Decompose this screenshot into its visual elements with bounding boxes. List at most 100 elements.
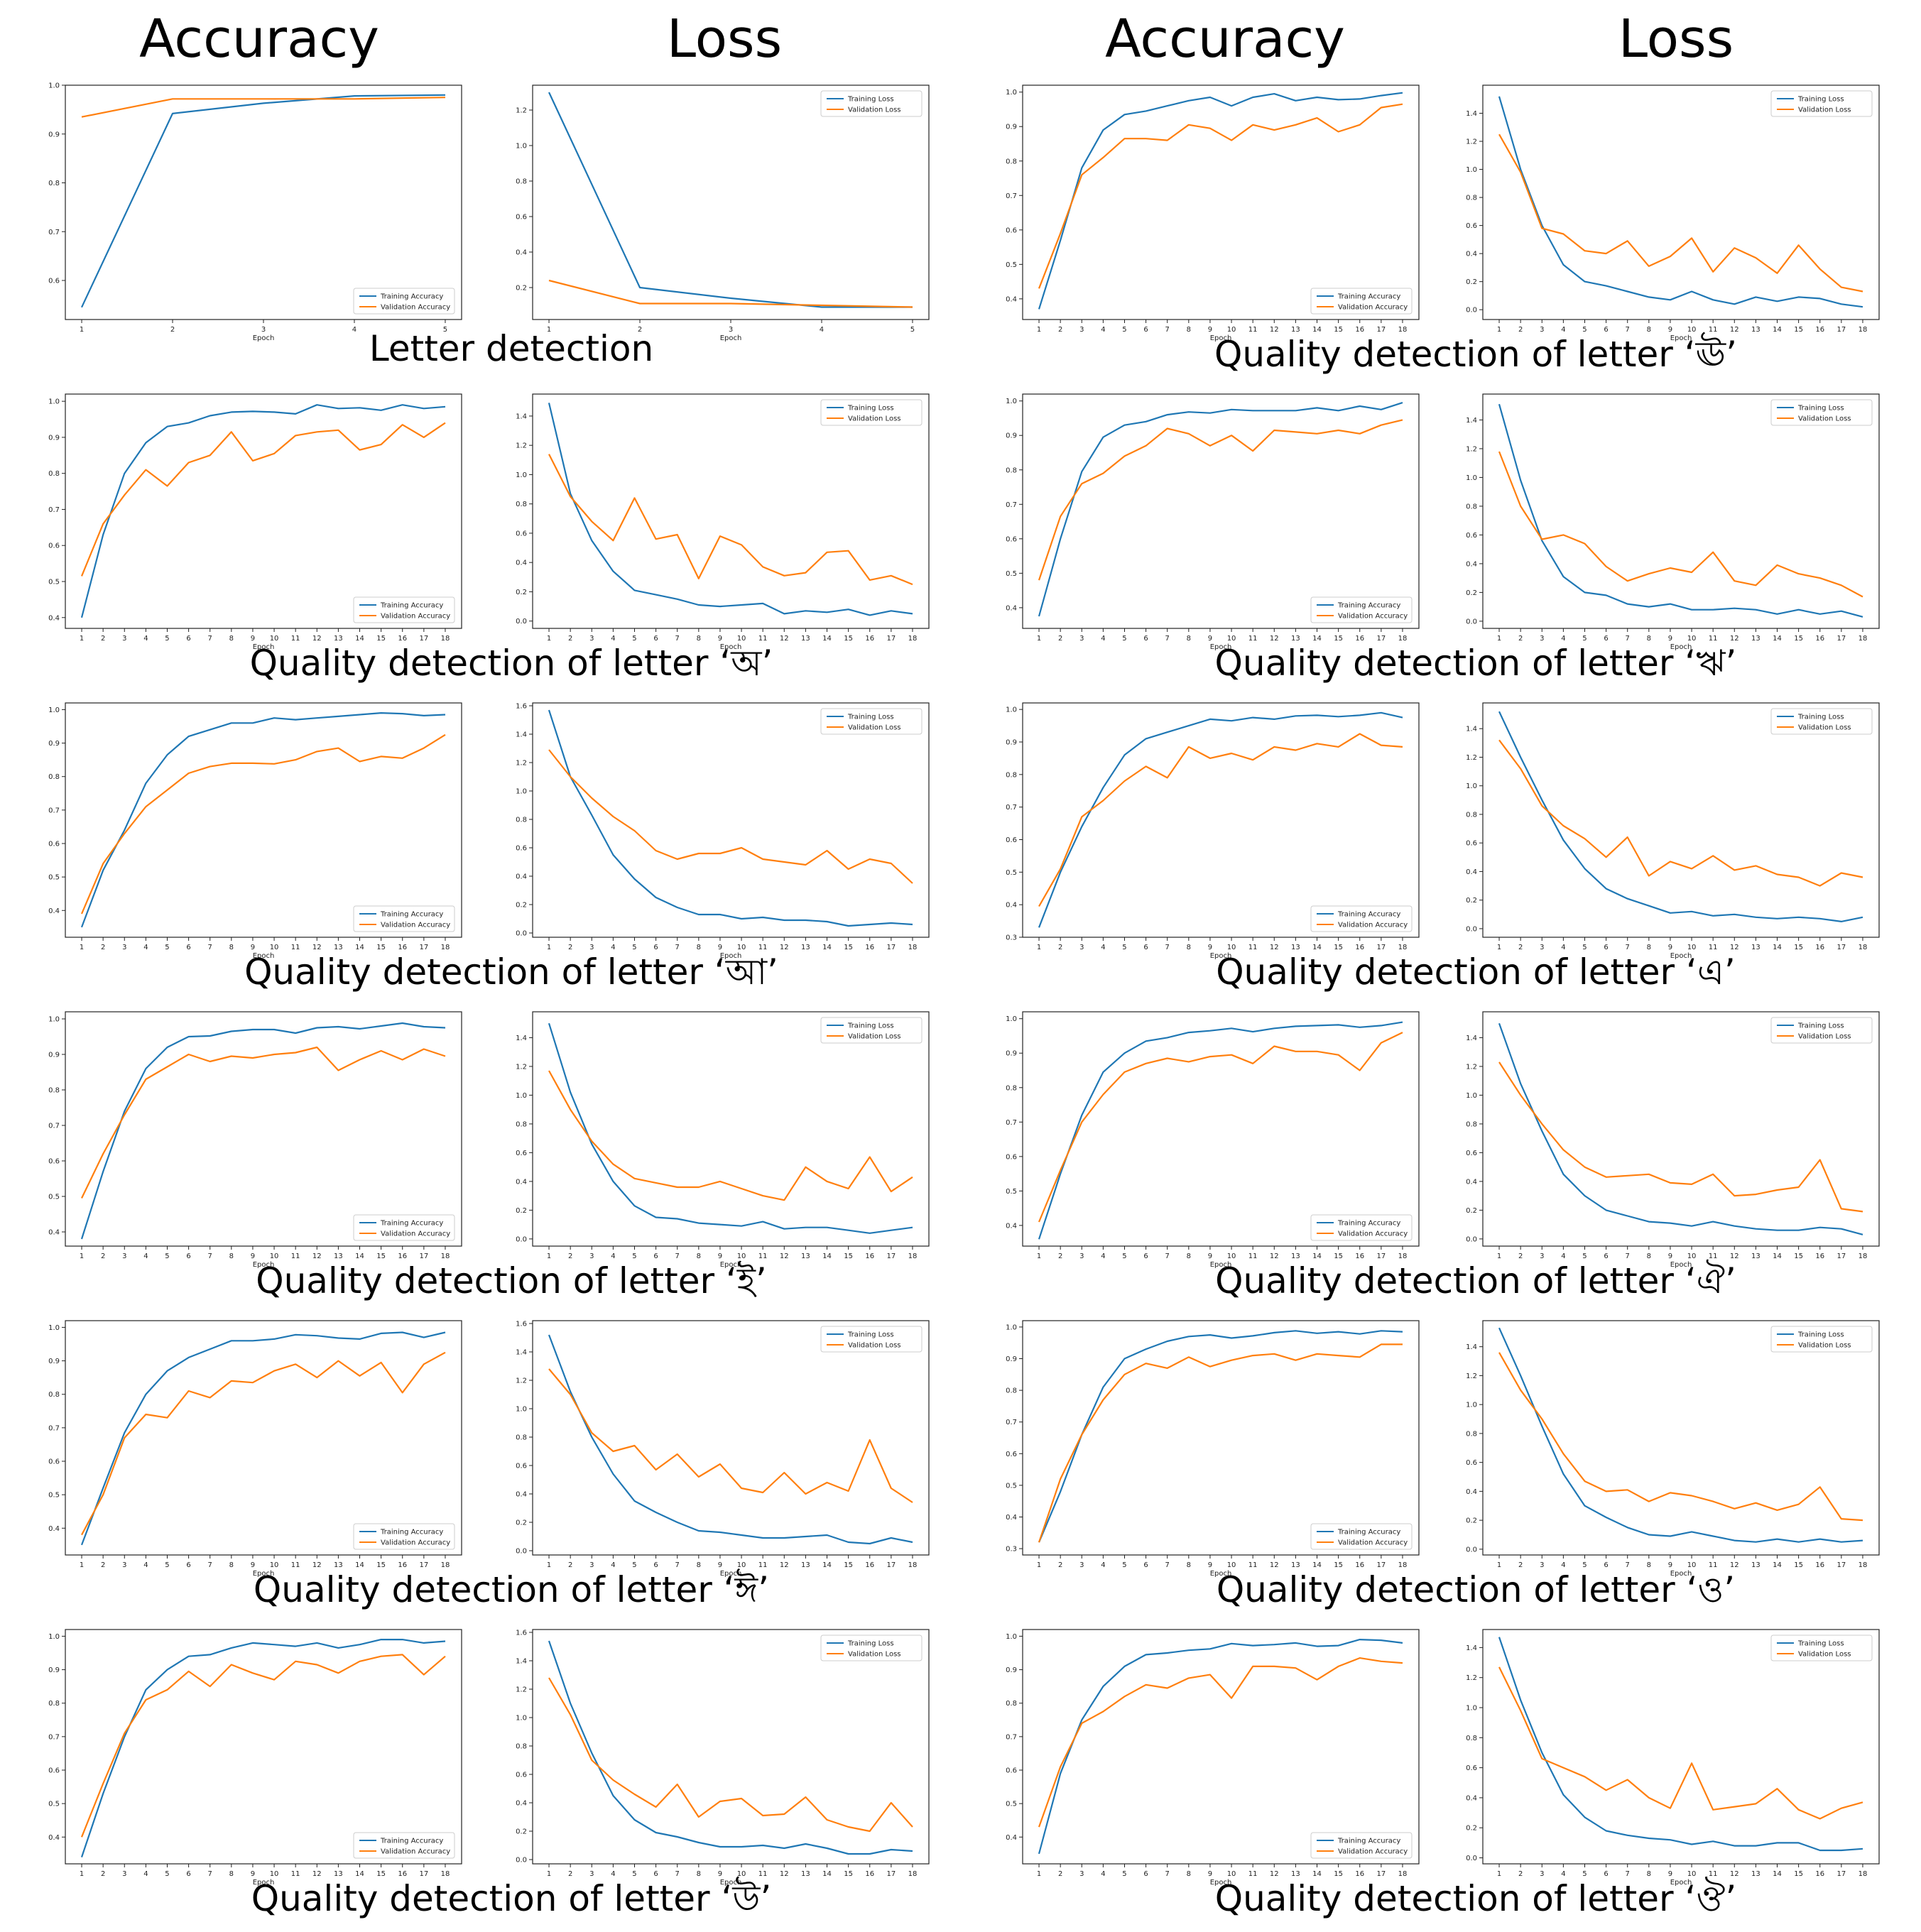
x-tick-label: 9 xyxy=(1208,944,1212,951)
panel-title: Quality detection of letter ‘অ’ xyxy=(249,643,773,684)
x-tick-label: 3 xyxy=(1540,1252,1544,1260)
x-tick-label: 3 xyxy=(122,635,126,643)
y-tick-label: 0.6 xyxy=(1006,227,1017,234)
x-tick-label: 15 xyxy=(376,1870,386,1878)
legend-box xyxy=(1310,288,1413,315)
x-tick-label: 13 xyxy=(334,1561,343,1569)
x-tick-label: 18 xyxy=(441,1561,450,1569)
y-tick-label: 0.2 xyxy=(516,1519,527,1527)
x-tick-label: 13 xyxy=(801,1561,810,1569)
y-tick-label: 0.9 xyxy=(1006,124,1017,131)
x-axis-label: Epoch xyxy=(1210,1879,1232,1887)
chart-accuracy-14: 1 2 3 4 5 6 7 8 9 10 11 12 13 14 15 16 17 180.40.50.60.70… xyxy=(1006,1011,1420,1269)
plot-frame xyxy=(1482,84,1880,320)
y-tick-label: 0.8 xyxy=(1466,1735,1477,1742)
y-tick-label: 0.6 xyxy=(516,214,527,222)
legend-box xyxy=(1310,1832,1413,1859)
series-line-training xyxy=(1498,403,1863,618)
legend: Training Loss Validation Loss xyxy=(1770,708,1873,735)
y-tick-label: 0.8 xyxy=(1006,771,1017,779)
x-axis-label: Epoch xyxy=(720,334,742,342)
x-tick-label: 12 xyxy=(1730,635,1739,643)
x-tick-label: 1 xyxy=(1497,1870,1501,1878)
x-tick-label: 6 xyxy=(1143,1561,1148,1569)
x-tick-label: 18 xyxy=(908,1561,918,1569)
y-tick-label: 0.0 xyxy=(516,930,527,938)
x-tick-label: 16 xyxy=(1815,326,1824,334)
x-tick-label: 18 xyxy=(1398,326,1408,334)
panel-title: Quality detection of letter ‘ও’ xyxy=(1216,1569,1736,1610)
x-tick-label: 5 xyxy=(632,635,636,643)
y-tick-label: 1.0 xyxy=(1006,1015,1017,1023)
y-tick-label: 1.4 xyxy=(516,413,527,420)
y-tick-label: 1.6 xyxy=(516,1630,527,1637)
legend-label: Validation Accuracy xyxy=(381,1848,450,1856)
x-tick-label: 2 xyxy=(1058,1561,1062,1569)
plot-frame xyxy=(1022,1629,1420,1865)
y-tick-label: 0.2 xyxy=(516,589,527,596)
x-tick-label: 7 xyxy=(675,944,680,951)
x-tick-label: 15 xyxy=(376,1252,386,1260)
series-line-training xyxy=(548,709,913,927)
y-tick-label: 0.4 xyxy=(48,614,60,622)
x-tick-label: 12 xyxy=(312,944,322,951)
x-tick-label: 7 xyxy=(208,944,212,951)
x-tick-label: 12 xyxy=(780,635,789,643)
x-tick-label: 4 xyxy=(1101,944,1105,951)
y-tick-label: 0.9 xyxy=(48,1666,60,1674)
x-tick-label: 15 xyxy=(1794,944,1803,951)
y-tick-label: 0.7 xyxy=(1006,1119,1017,1127)
y-tick-label: 0.8 xyxy=(48,180,60,187)
x-tick-label: 11 xyxy=(1248,1870,1258,1878)
legend: Training Accuracy Validation Accuracy xyxy=(353,1832,455,1859)
x-tick-label: 12 xyxy=(312,635,322,643)
x-tick-label: 12 xyxy=(1730,1561,1739,1569)
y-tick-label: 0.0 xyxy=(1466,1235,1477,1243)
y-tick-label: 1.0 xyxy=(48,1324,60,1332)
chart-loss-13: 1 2 3 4 5 6 7 8 9 10 11 12 13 14 15 16 17 180.00.20.40.60… xyxy=(516,1011,930,1269)
x-tick-label: 7 xyxy=(208,635,212,643)
x-tick-label: 13 xyxy=(334,635,343,643)
legend: Training Accuracy Validation Accuracy xyxy=(1310,288,1413,315)
x-tick-label: 8 xyxy=(1647,635,1651,643)
legend-label: Training Accuracy xyxy=(380,911,443,919)
x-tick-label: 7 xyxy=(208,1870,212,1878)
legend: Training Loss Validation Loss xyxy=(820,1326,923,1353)
panel-title: Letter detection xyxy=(369,328,654,369)
chart-loss-7: 1 2 3 4 5 6 7 8 9 10 11 12 13 14 15 16 17 180.00.20.40.60… xyxy=(1466,393,1880,651)
x-tick-label: 17 xyxy=(1376,326,1386,334)
x-tick-label: 10 xyxy=(737,1561,746,1569)
y-tick-label: 0.9 xyxy=(48,740,60,748)
y-tick-label: 0.2 xyxy=(1466,1207,1477,1215)
plot-frame xyxy=(1482,702,1880,938)
legend-box xyxy=(820,708,923,735)
legend-label: Training Loss xyxy=(1797,405,1844,413)
x-tick-label: 17 xyxy=(1836,944,1846,951)
x-tick-label: 8 xyxy=(697,944,701,951)
y-tick-label: 1.0 xyxy=(1466,1092,1477,1100)
y-tick-label: 0.6 xyxy=(516,1463,527,1470)
panel-title: Quality detection of letter ‘ঈ’ xyxy=(253,1569,770,1610)
x-tick-label: 11 xyxy=(1709,944,1718,951)
x-tick-label: 12 xyxy=(1270,635,1279,643)
legend-box xyxy=(353,596,455,623)
header-accuracy-left: Accuracy xyxy=(139,9,379,70)
series-line-training xyxy=(80,1331,446,1546)
x-tick-label: 12 xyxy=(1270,326,1279,334)
x-tick-label: 2 xyxy=(568,635,572,643)
plot-frame xyxy=(532,84,930,320)
series-line-training xyxy=(548,1022,913,1234)
series-line-validation xyxy=(81,97,446,118)
x-tick-label: 9 xyxy=(1208,635,1212,643)
legend-label: Training Accuracy xyxy=(1337,1838,1400,1845)
y-tick-label: 0.8 xyxy=(1006,1387,1017,1395)
x-tick-label: 14 xyxy=(822,1252,832,1260)
panel-title: Quality detection of letter ‘আ’ xyxy=(244,951,778,993)
x-tick-label: 2 xyxy=(1518,1870,1523,1878)
x-tick-label: 10 xyxy=(737,1870,746,1878)
x-tick-label: 8 xyxy=(229,635,234,643)
x-axis-label: Epoch xyxy=(1670,334,1692,342)
x-tick-label: 14 xyxy=(1312,326,1322,334)
legend: Training Accuracy Validation Accuracy xyxy=(353,905,455,932)
chart-loss-15: 1 2 3 4 5 6 7 8 9 10 11 12 13 14 15 16 17 180.00.20.40.60… xyxy=(1466,1011,1880,1269)
